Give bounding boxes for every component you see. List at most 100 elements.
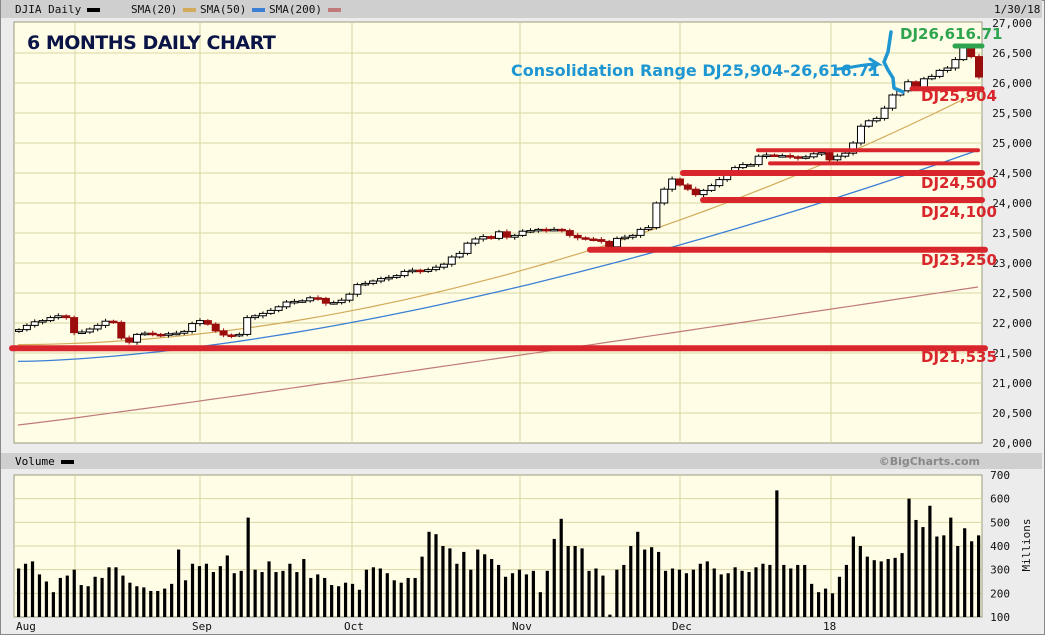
candle-body [550,228,559,232]
volume-bar [23,563,28,617]
candle-body [46,317,55,322]
volume-bar [483,554,487,617]
volume-bar [601,575,605,617]
candle-body [502,231,511,238]
y-tick-label: 26,500 [992,47,1032,60]
candle-body [872,117,881,122]
candle-body [314,297,323,300]
candle-body [778,155,787,158]
candle-body [463,242,472,254]
candle-body [636,228,645,236]
volume-bar [323,577,327,617]
volume-bar [803,564,807,617]
candle-body [605,240,614,248]
volume-bar [128,582,132,617]
volume-bar [851,536,855,617]
candle-body [266,309,275,314]
candle-body [235,333,244,337]
candle-body [219,330,228,336]
x-tick-label: Oct [344,620,364,633]
volume-bar [517,569,522,617]
volume-bar [754,567,758,617]
candle-body [581,237,590,240]
volume-bar [622,564,626,617]
candle-body [927,75,936,80]
volume-bar [239,570,243,617]
x-tick-label: 18 [823,620,836,633]
volume-bar [218,566,222,617]
volume-bar [399,582,403,617]
candle-body [943,67,952,71]
volume-bar [907,498,911,617]
candle-body [85,328,94,333]
candle-body [809,153,818,158]
x-tick-label: Sep [192,620,212,633]
volume-bar [490,559,494,617]
volume-bar [559,518,563,617]
volume-bar [93,576,97,617]
volume-bar [503,576,508,617]
sma50-swatch-icon [252,8,266,12]
volume-bar [316,574,320,617]
candle-body [125,337,134,343]
candle-body [691,188,700,196]
volume-bar [51,592,55,617]
candle-body [282,301,291,308]
volume-bar [364,569,369,617]
candle-body [30,321,39,326]
candle-body [510,234,519,238]
volume-bar [197,566,202,617]
candle-body [384,276,393,280]
candle-body [353,284,362,295]
volume-bar [844,564,849,617]
candle-body [565,230,574,236]
volume-bar [636,531,640,617]
volume-bar [531,570,535,617]
volume-bar [650,547,654,617]
candle-body [439,263,448,268]
candle-body [62,315,71,319]
legend-sma50: SMA(50) [200,3,266,16]
candle-body [786,155,795,158]
candle-body [849,142,858,154]
candle-body [487,236,496,239]
candle-body [361,282,370,286]
volume-bar [566,546,570,617]
consolidation-note: Consolidation Range DJ25,904-26,616.71 [511,61,880,80]
candle-body [140,332,149,336]
volume-bar [246,517,250,617]
volume-bar [796,564,800,617]
y-tick-label: 23,500 [992,227,1032,240]
y-tick-label: 27,000 [992,17,1032,30]
candle-body [400,270,409,277]
volume-bar [643,549,647,617]
candle-body [290,300,299,304]
candle-body [251,315,260,319]
legend-sma20: SMA(20) [131,3,197,16]
candle-body [54,315,63,319]
volume-bar [441,546,445,617]
candle-body [455,252,464,258]
volume-bar [970,541,974,617]
candle-body [15,329,23,332]
volume-bar [872,560,876,617]
volume-bar [761,563,765,617]
candle-body [683,184,692,190]
volume-bar [427,531,431,617]
volume-bar [657,551,661,617]
candle-body [557,228,566,232]
volume-swatch-icon [60,460,74,464]
legend-sma20-label: SMA(20) [131,3,178,16]
volume-bar [406,577,410,617]
volume-bar [288,563,292,617]
y-tick-label: 100 [990,611,1010,624]
volume-bar [900,553,904,617]
volume-bar [156,590,160,617]
volume-bar [420,556,424,617]
y-tick-label: 24,500 [992,167,1032,180]
volume-bar [114,567,118,617]
candle-body [935,69,944,77]
candle-body [306,297,315,302]
volume-bar [302,559,306,617]
volume-bar [107,567,111,617]
